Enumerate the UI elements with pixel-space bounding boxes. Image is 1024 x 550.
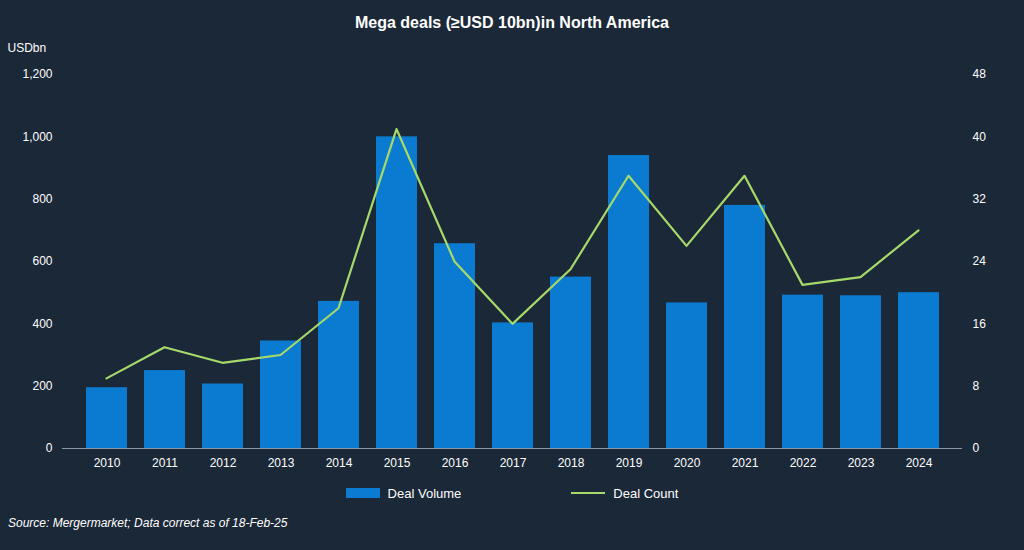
- svg-text:2020: 2020: [674, 456, 701, 470]
- svg-text:16: 16: [973, 317, 987, 331]
- svg-text:2018: 2018: [558, 456, 585, 470]
- svg-text:1,000: 1,000: [22, 130, 52, 144]
- svg-text:2024: 2024: [906, 456, 933, 470]
- svg-text:8: 8: [973, 379, 980, 393]
- svg-text:400: 400: [32, 317, 52, 331]
- svg-text:2019: 2019: [616, 456, 643, 470]
- svg-text:600: 600: [32, 254, 52, 268]
- svg-text:1,200: 1,200: [22, 67, 52, 81]
- svg-text:32: 32: [973, 192, 987, 206]
- svg-text:2010: 2010: [94, 456, 121, 470]
- svg-text:800: 800: [32, 192, 52, 206]
- svg-text:40: 40: [973, 130, 987, 144]
- html-text:Deal Volume: Deal Volume: [387, 485, 462, 501]
- svg-text:2011: 2011: [152, 456, 178, 470]
- svg-text:2014: 2014: [326, 456, 353, 470]
- svg-text:2016: 2016: [442, 456, 469, 470]
- html-text:Source: Mergermarket; Data cor: Source: Mergermarket; Data correct as of…: [8, 516, 288, 530]
- svg-text:2012: 2012: [210, 456, 237, 470]
- svg-text:48: 48: [973, 67, 987, 81]
- svg-text:USDbn: USDbn: [8, 41, 47, 55]
- svg-text:24: 24: [973, 254, 987, 268]
- svg-text:0: 0: [46, 441, 53, 455]
- html-text:Deal Count: Deal Count: [613, 485, 679, 501]
- svg-text:2021: 2021: [732, 456, 759, 470]
- svg-text:2023: 2023: [848, 456, 875, 470]
- svg-text:2015: 2015: [384, 456, 411, 470]
- svg-text:200: 200: [32, 379, 52, 393]
- svg-text:0: 0: [973, 441, 980, 455]
- html-text:Mega deals (≥USD 10bn)in North: Mega deals (≥USD 10bn)in North America: [355, 14, 669, 31]
- svg-text:2013: 2013: [268, 456, 295, 470]
- svg-text:2017: 2017: [500, 456, 527, 470]
- svg-text:2022: 2022: [790, 456, 817, 470]
